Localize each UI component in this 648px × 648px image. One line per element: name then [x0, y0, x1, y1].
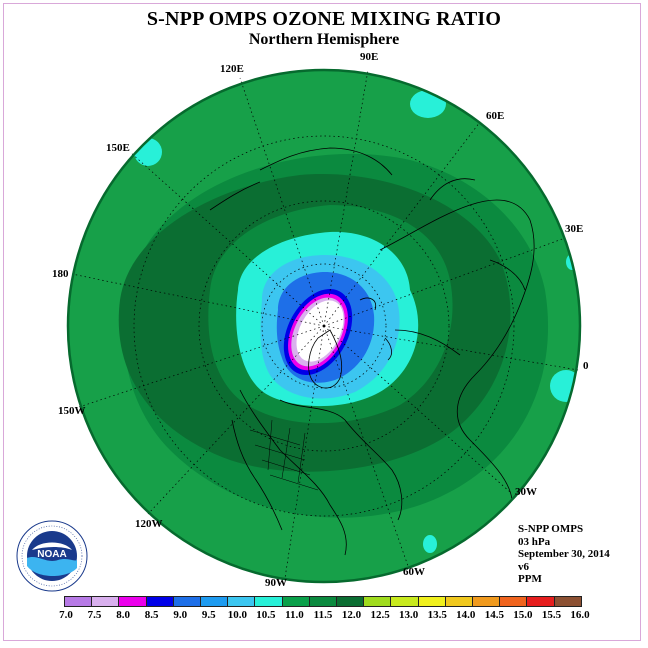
colorbar-ticks: 7.0 7.5 8.0 8.5 9.0 9.5 10.0 10.5 11.0 11.5 12.0 12…: [0, 609, 648, 623]
colorbar-swatch: [418, 597, 446, 606]
lon-label-120e: 120E: [220, 63, 244, 75]
colorbar-tick-label: 12.5: [370, 609, 390, 621]
map-title: S-NPP OMPS OZONE MIXING RATIO: [146, 8, 502, 30]
info-instrument: S-NPP OMPS: [518, 523, 584, 535]
colorbar-swatch: [554, 597, 581, 606]
colorbar-swatch: [500, 597, 528, 606]
lon-label-180: 180: [52, 268, 69, 280]
lon-label-30e: 30E: [565, 223, 584, 235]
colorbar-tick-label: 12.0: [341, 609, 362, 621]
patch-e: [550, 370, 580, 402]
noaa-logo: NOAA: [16, 520, 88, 592]
colorbar-tick-label: 11.5: [313, 609, 333, 621]
colorbar-swatch: [92, 597, 120, 606]
info-units: PPM: [518, 573, 542, 585]
colorbar-tick-label: 9.5: [201, 609, 216, 621]
colorbar-swatch: [527, 597, 555, 606]
info-block: S-NPP OMPS 03 hPa September 30, 2014 v6 …: [518, 523, 610, 586]
colorbar-tick-label: 15.0: [513, 609, 533, 621]
colorbar-tick-label: 8.0: [116, 609, 130, 621]
colorbar-tick-label: 14.0: [456, 609, 476, 621]
colorbar-tick-label: 7.5: [87, 609, 102, 621]
colorbar-tick-label: 10.5: [256, 609, 276, 621]
colorbar-tick-label: 16.0: [570, 609, 590, 621]
map-border: [66, 68, 582, 584]
lon-label-150e: 150E: [106, 142, 130, 154]
colorbar-swatch: [364, 597, 392, 606]
patch-s: [423, 535, 437, 553]
colorbar-swatch: [282, 597, 310, 606]
state-lines: [249, 419, 319, 491]
colorbar-swatch: [445, 597, 474, 606]
colorbar-swatch: [201, 597, 229, 606]
colorbar-tick-label: 7.0: [59, 609, 73, 621]
colorbar-swatch: [173, 597, 202, 606]
colorbar-tick-label: 9.0: [173, 609, 188, 621]
patch-ne: [410, 90, 446, 118]
colorbar-tick-label: 13.5: [427, 609, 447, 621]
colorbar-swatch: [473, 597, 501, 606]
map-subtitle: Northern Hemisphere: [248, 31, 400, 48]
figure-frame: [3, 3, 641, 641]
colorbar-tick-label: 13.0: [399, 609, 419, 621]
lon-label-30w: 30W: [515, 486, 537, 498]
noaa-logo-text: NOAA: [37, 549, 66, 560]
lon-label-60e: 60E: [486, 110, 505, 122]
colorbar-swatch: [337, 597, 365, 606]
lon-label-90e: 90E: [360, 51, 379, 63]
lon-label-120w: 120W: [135, 518, 163, 530]
graticule: [71, 69, 579, 579]
lon-label-60w: 60W: [403, 566, 425, 578]
colorbar-swatch: [255, 597, 283, 606]
colorbar-tick-label: 8.5: [144, 609, 159, 621]
pole-core: [296, 300, 344, 362]
lon-label-0: 0: [583, 360, 589, 372]
patch-nw: [134, 138, 162, 166]
colorbar-swatch: [391, 597, 419, 606]
colorbar-swatch: [146, 597, 174, 606]
colorbar-tick-label: 10.0: [227, 609, 247, 621]
colorbar-swatch: [228, 597, 256, 606]
colorbar-tick-label: 15.5: [541, 609, 562, 621]
lon-label-150w: 150W: [58, 405, 86, 417]
lon-label-90w: 90W: [265, 577, 287, 589]
info-date: September 30, 2014: [518, 548, 610, 560]
colorbar-tick-label: 11.0: [285, 609, 304, 621]
info-version: v6: [518, 560, 529, 573]
ozone-field: [68, 70, 580, 582]
colorbar-tick-label: 14.5: [484, 609, 504, 621]
info-level: 03 hPa: [518, 535, 551, 548]
colorbar-swatch: [309, 597, 338, 606]
colorbar-swatch: [119, 597, 147, 606]
colorbar: [64, 596, 582, 607]
colorbar-swatch: [65, 597, 93, 606]
